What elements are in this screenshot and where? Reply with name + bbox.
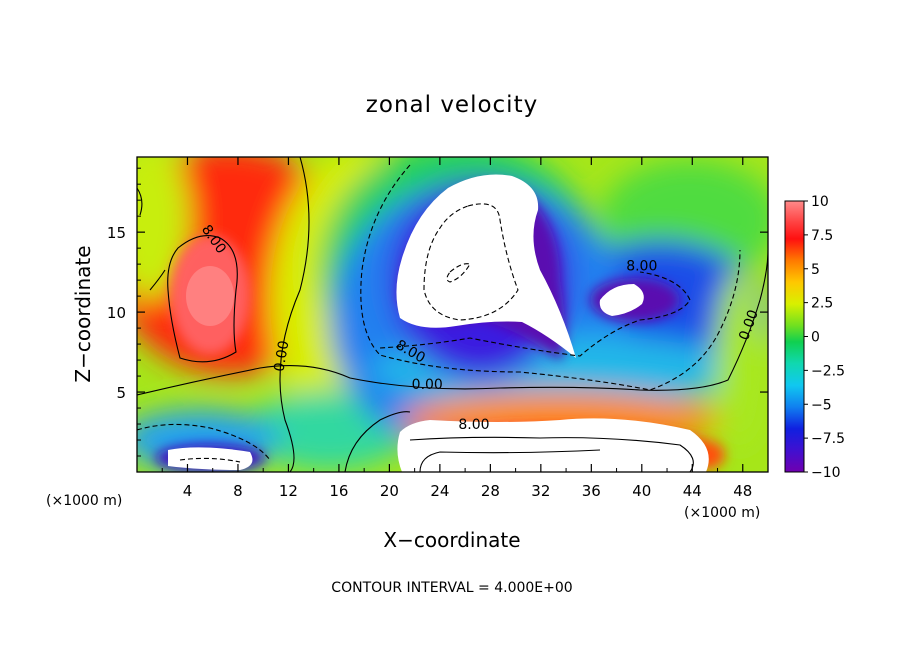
contour-label: 8.00 (626, 259, 657, 275)
colorbar-tick-label: −10 (811, 465, 841, 481)
contour-lines (137, 157, 768, 472)
y-tick-label: 5 (116, 384, 126, 402)
chart-title: zonal velocity (366, 92, 538, 118)
x-tick-label: 32 (531, 482, 550, 500)
x-tick-label: 24 (430, 482, 449, 500)
x-tick-label: 12 (279, 482, 298, 500)
contour-label: 8.00 (458, 417, 489, 433)
x-tick-label: 28 (481, 482, 500, 500)
colorbar-tick-label: 10 (811, 194, 829, 210)
colorbar-tick-label: −7.5 (811, 431, 845, 447)
x-tick-label: 20 (380, 482, 399, 500)
y-tick-label: 10 (107, 304, 126, 322)
colorbar-tick-label: −2.5 (811, 363, 845, 379)
contour-lines-negative (137, 164, 741, 463)
x-axis-label: X−coordinate (383, 528, 520, 552)
y-axis-label: Z−coordinate (71, 245, 95, 382)
colorbar-tick-label: 7.5 (811, 228, 833, 244)
x-unit-right: (×1000 m) (684, 505, 760, 521)
x-tick-label: 8 (233, 482, 243, 500)
x-tick-label: 48 (733, 482, 752, 500)
y-axis: 5 10 15 (107, 167, 768, 457)
x-tick-label: 36 (582, 482, 601, 500)
plot-frame (136, 156, 769, 473)
contour-interval-note: CONTOUR INTERVAL = 4.000E+00 (331, 580, 572, 596)
x-tick-label: 16 (329, 482, 348, 500)
y-tick-label: 15 (107, 224, 126, 242)
x-unit-left: (×1000 m) (46, 493, 122, 509)
colorbar-tick-label: 5 (811, 262, 820, 278)
colorbar-tick-label: 2.5 (811, 296, 833, 312)
heatmap-field (137, 157, 768, 472)
contour-label: 0.00 (271, 339, 292, 372)
colorbar-tick-label: −5 (811, 397, 832, 413)
colorbar-tick-label: 0 (811, 330, 820, 346)
colorbar: 10 7.5 5 2.5 0 −2.5 −5 −7.5 −10 (784, 194, 845, 481)
x-tick-label: 4 (183, 482, 193, 500)
x-tick-label: 40 (632, 482, 651, 500)
x-axis: 4 8 12 16 20 24 28 32 36 40 44 48 (161, 157, 752, 500)
contour-label: 0.00 (412, 377, 443, 393)
x-tick-label: 44 (683, 482, 702, 500)
